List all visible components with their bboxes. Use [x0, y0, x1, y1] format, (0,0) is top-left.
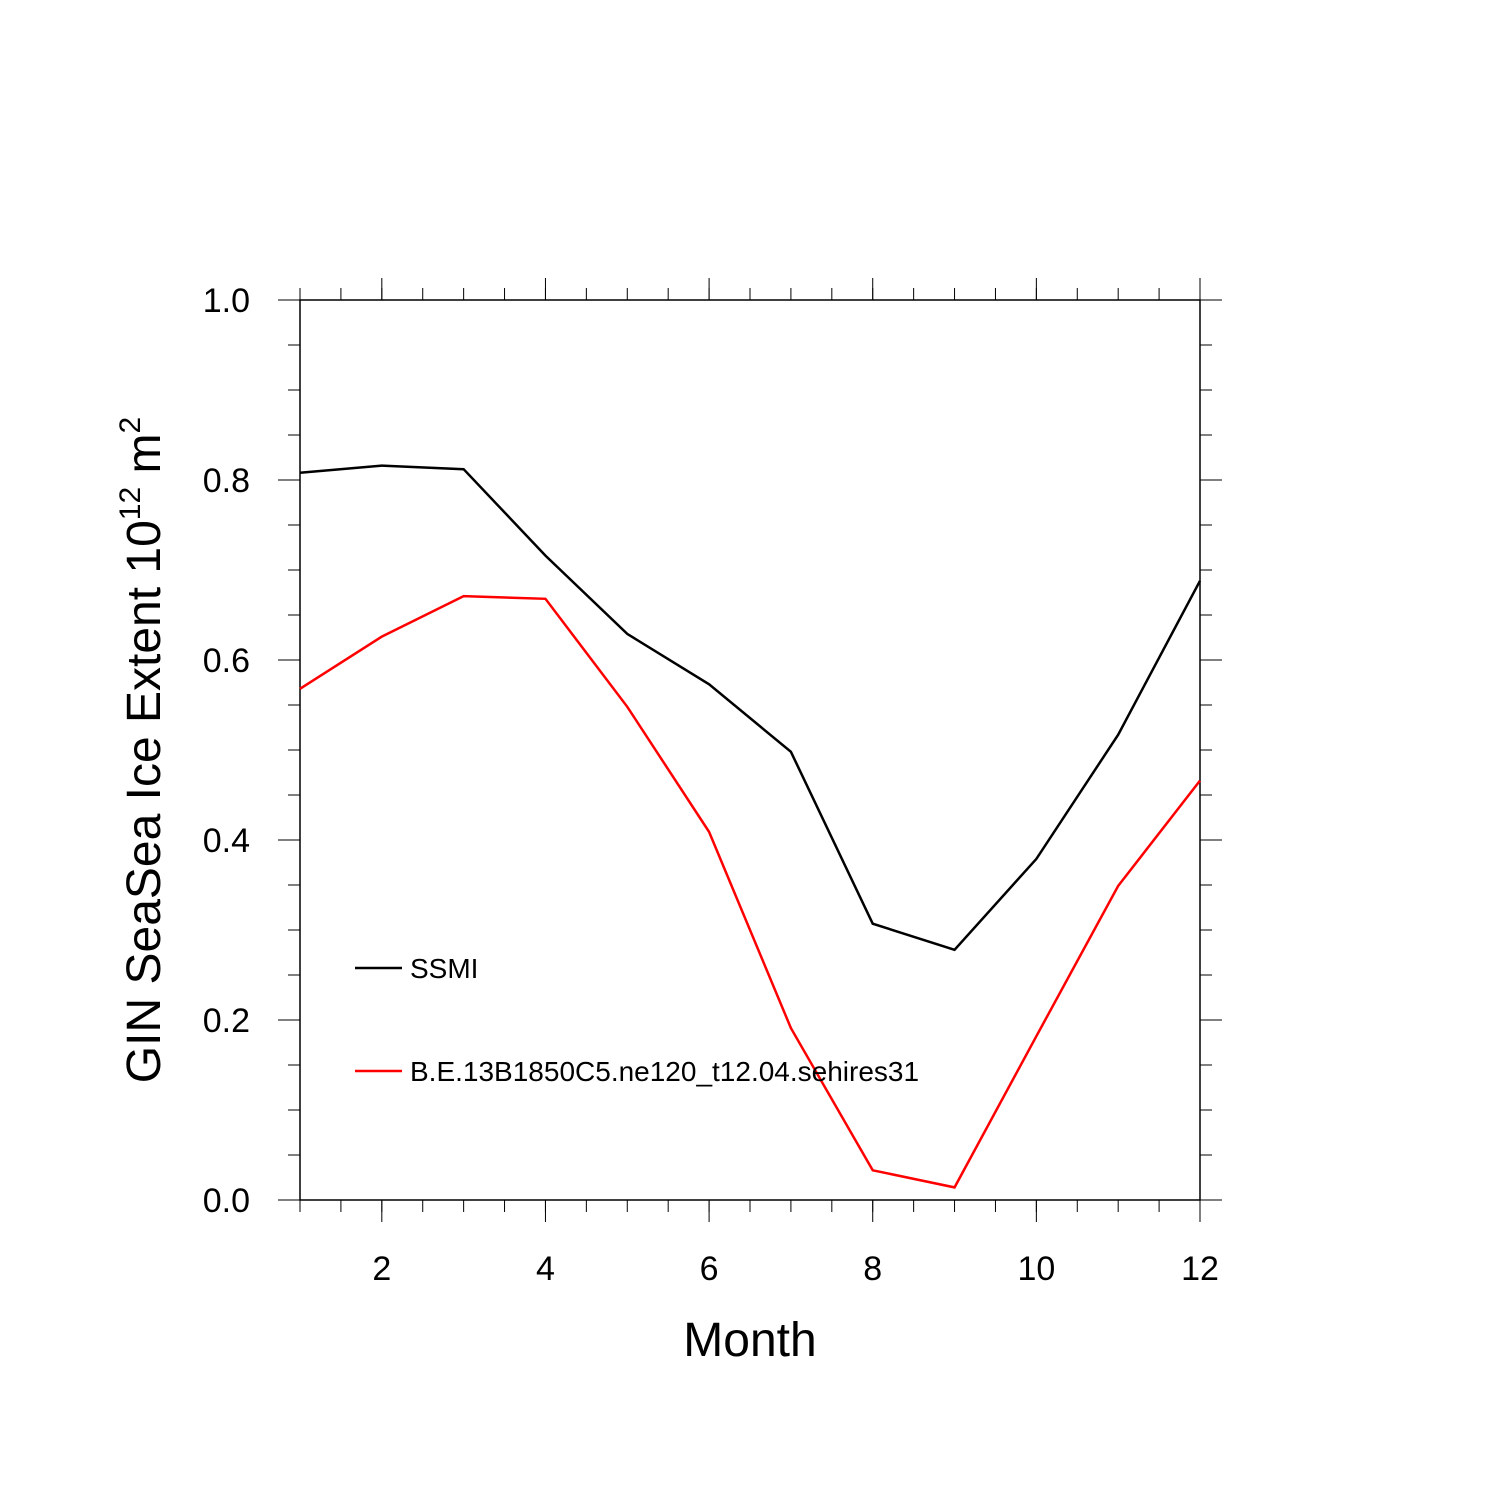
x-axis-label: Month — [683, 1314, 816, 1367]
x-tick-label: 12 — [1181, 1250, 1219, 1288]
x-tick-label: 4 — [536, 1250, 555, 1288]
y-label-unit: m — [118, 433, 171, 473]
series-line — [299, 594, 1201, 1189]
y-label-text: GIN SeaSea Ice Extent 10 — [118, 520, 171, 1083]
x-tick-label: 2 — [372, 1250, 391, 1288]
y-tick-label: 0.2 — [203, 1002, 250, 1040]
y-axis-label: GIN SeaSea Ice Extent 1012 m2 — [114, 417, 171, 1083]
x-tick-label: 10 — [1017, 1250, 1055, 1288]
y-label-exponent: 12 — [114, 487, 147, 520]
series-line — [299, 464, 1202, 952]
y-label-unit-exponent: 2 — [114, 417, 147, 434]
y-label-space — [118, 473, 171, 486]
legend-label: B.E.13B1850C5.ne120_t12.04.sehires31 — [410, 1056, 919, 1087]
x-tick-label: 6 — [700, 1250, 719, 1288]
legend-label: SSMI — [410, 953, 478, 984]
y-tick-label: 0.6 — [203, 642, 250, 680]
y-tick-label: 0.8 — [203, 462, 250, 500]
y-tick-label: 1.0 — [203, 282, 250, 320]
x-tick-label: 8 — [863, 1250, 882, 1288]
y-tick-label: 0.0 — [203, 1182, 250, 1220]
y-tick-label: 0.4 — [203, 822, 250, 860]
